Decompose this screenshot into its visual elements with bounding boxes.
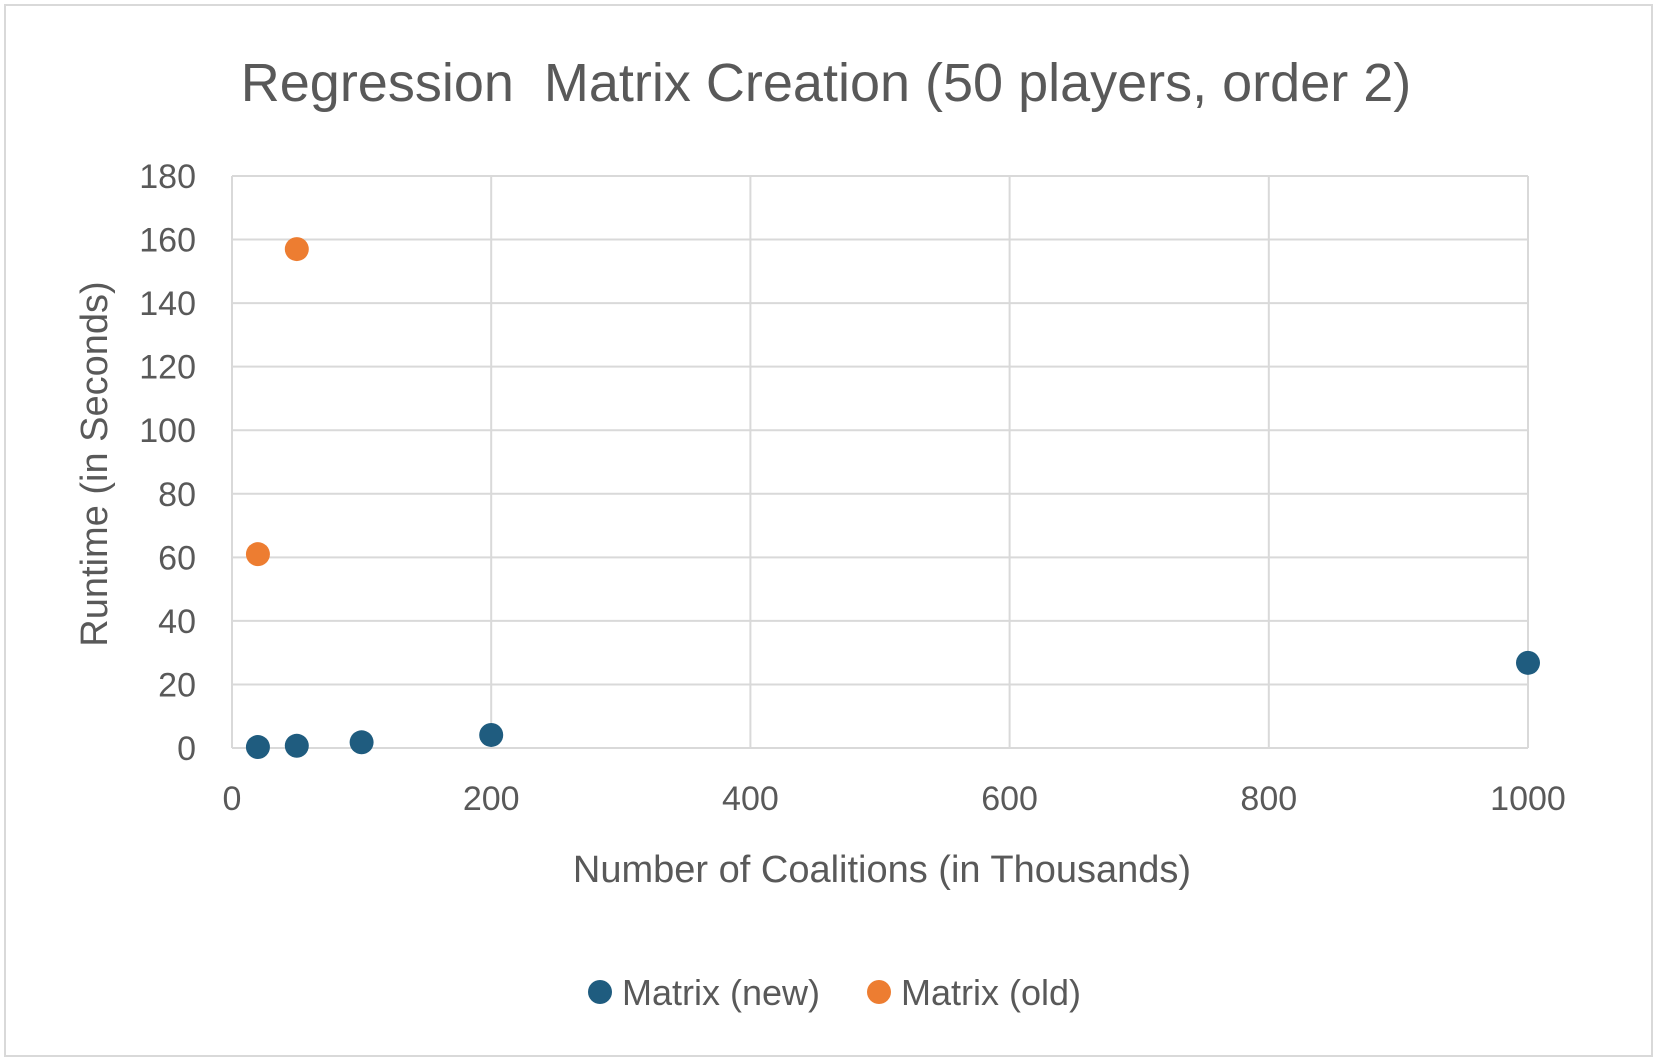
legend-marker-old [867,980,891,1004]
y-tick-label: 140 [139,285,196,323]
y-tick-label: 40 [158,603,196,641]
legend-label-new: Matrix (new) [622,972,820,1013]
x-tick-label: 800 [1240,780,1297,818]
data-point-new [349,730,374,755]
x-axis-title: Number of Coalitions (in Thousands) [573,849,1191,891]
y-tick-label: 100 [139,412,196,450]
y-tick-label: 120 [139,349,196,387]
x-tick-label: 400 [722,780,779,818]
x-tick-label: 0 [223,780,242,818]
y-axis-ticks: 0 20 40 60 80 100 120 140 160 180 [139,158,196,768]
scatter-chart: Regression Matrix Creation (50 players, … [74,53,1566,1013]
x-tick-label: 200 [463,780,520,818]
data-point-old [284,237,309,262]
y-tick-label: 80 [158,476,196,514]
data-points [245,237,1540,760]
y-tick-label: 180 [139,158,196,196]
data-point-old [245,542,270,567]
y-tick-label: 160 [139,222,196,260]
gridlines [231,175,1529,749]
chart-frame: Regression Matrix Creation (50 players, … [4,4,1653,1057]
legend-label-old: Matrix (old) [901,972,1081,1013]
data-point-new [245,735,270,760]
chart-title: Regression Matrix Creation (50 players, … [241,53,1411,113]
data-point-new [479,722,504,747]
legend: Matrix (new) Matrix (old) [588,972,1081,1013]
y-tick-label: 20 [158,666,196,704]
x-axis-ticks: 0 200 400 600 800 1000 [223,780,1566,818]
y-tick-label: 0 [177,730,196,768]
y-tick-label: 60 [158,539,196,577]
data-point-new [284,733,309,758]
legend-marker-new [588,980,612,1004]
x-tick-label: 600 [981,780,1038,818]
data-point-new [1516,650,1540,675]
y-axis-title: Runtime (in Seconds) [74,281,116,646]
x-tick-label: 1000 [1490,780,1566,818]
